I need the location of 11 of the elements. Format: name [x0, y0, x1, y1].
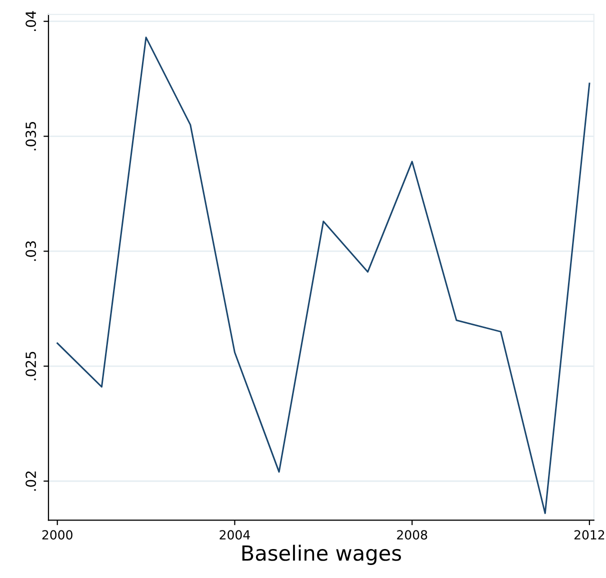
- x-tick-label: 2012: [574, 530, 604, 540]
- line-series: [56, 36, 590, 514]
- y-tick-label: .035: [26, 122, 36, 150]
- x-tick-label: 2004: [220, 530, 250, 540]
- y-tick-label: .025: [26, 352, 36, 380]
- y-tick-label: .02: [26, 471, 36, 491]
- x-tick-label: 2000: [42, 530, 72, 540]
- y-tick-label: .04: [26, 11, 36, 31]
- x-tick-label: 2008: [397, 530, 428, 540]
- x-axis-title: Baseline wages: [242, 544, 401, 565]
- y-tick-label: .03: [26, 241, 36, 261]
